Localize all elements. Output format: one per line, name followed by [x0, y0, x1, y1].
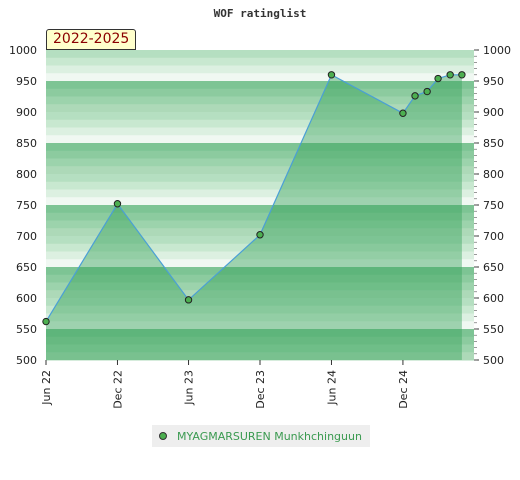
background-band — [46, 81, 474, 90]
background-band — [46, 112, 474, 121]
y-tick-label: 500 — [16, 354, 37, 367]
data-point — [434, 74, 442, 83]
background-band — [46, 119, 474, 128]
y-tick-label: 900 — [16, 106, 37, 119]
x-tick-label: Jun 23 — [183, 370, 196, 406]
background-band — [46, 150, 474, 159]
y-tick-label-right: 800 — [483, 168, 504, 181]
x-tick-label: Dec 23 — [254, 370, 267, 409]
background-band — [46, 50, 474, 59]
background-band — [46, 313, 474, 322]
y-tick-label-right: 900 — [483, 106, 504, 119]
data-point — [399, 109, 407, 117]
background-band — [46, 143, 474, 152]
y-tick-label: 700 — [16, 230, 37, 243]
background-band — [46, 189, 474, 198]
background-band — [46, 220, 474, 229]
background-band — [46, 305, 474, 314]
background-band — [46, 88, 474, 97]
background-band — [46, 274, 474, 283]
data-point — [256, 231, 264, 239]
background-band — [46, 321, 474, 330]
y-tick-label-right: 650 — [483, 261, 504, 274]
background-band — [46, 236, 474, 245]
y-tick-label-right: 1000 — [483, 44, 511, 57]
background-band — [46, 197, 474, 206]
background-band — [46, 251, 474, 260]
chart-title: WOF ratinglist — [214, 7, 307, 20]
x-tick-label: Dec 22 — [111, 370, 124, 409]
data-point — [42, 317, 50, 326]
background-band — [46, 243, 474, 252]
y-axis-left: 500 550 600 650 700 750 800 850 900 950 1000 — [9, 44, 37, 367]
background-bands — [46, 50, 474, 361]
data-point — [184, 296, 193, 304]
x-tick-label: Jun 24 — [325, 370, 338, 406]
data-point — [327, 71, 336, 79]
period-badge: 2022-2025 — [46, 29, 137, 50]
background-band — [46, 104, 474, 113]
background-band — [46, 352, 474, 361]
legend: MYAGMARSUREN Munkhchinguun — [152, 425, 370, 447]
background-band — [46, 336, 474, 345]
y-tick-label-right: 500 — [483, 354, 504, 367]
background-band — [46, 267, 474, 276]
background-band — [46, 57, 474, 66]
background-band — [46, 212, 474, 221]
y-tick-label: 850 — [16, 137, 37, 150]
background-band — [46, 127, 474, 136]
y-tick-label-right: 550 — [483, 323, 504, 336]
background-band — [46, 344, 474, 353]
background-band — [46, 298, 474, 307]
x-axis: Jun 22 Dec 22 Jun 23 Dec 23 Jun 24 Dec 24 — [40, 360, 410, 409]
background-band — [46, 329, 474, 338]
y-tick-label-right: 750 — [483, 199, 504, 212]
y-tick-label: 950 — [16, 75, 37, 88]
data-point — [458, 71, 466, 79]
y-tick-label-right: 850 — [483, 137, 504, 150]
background-band — [46, 282, 474, 291]
background-band — [46, 290, 474, 299]
rating-area — [46, 74, 462, 361]
y-tick-label: 650 — [16, 261, 37, 274]
y-tick-label: 550 — [16, 323, 37, 336]
background-band — [46, 205, 474, 214]
data-point — [423, 87, 431, 96]
y-tick-label: 800 — [16, 168, 37, 181]
background-band — [46, 174, 474, 183]
data-points — [42, 71, 466, 326]
x-tick-label: Dec 24 — [397, 370, 410, 409]
y-tick-label-right: 700 — [483, 230, 504, 243]
y-tick-label: 750 — [16, 199, 37, 212]
background-band — [46, 259, 474, 268]
background-band — [46, 181, 474, 190]
legend-marker-icon — [159, 432, 167, 440]
background-band — [46, 166, 474, 175]
data-point — [446, 71, 454, 79]
y-tick-label: 1000 — [9, 44, 37, 57]
background-band — [46, 65, 474, 74]
data-point — [411, 92, 419, 100]
x-tick-label: Jun 22 — [40, 370, 53, 406]
legend-label: MYAGMARSUREN Munkhchinguun — [177, 429, 362, 443]
y-axis-right: 500 550 600 650 700 750 800 850 900 950 1000 — [474, 44, 511, 367]
background-band — [46, 135, 474, 144]
y-tick-label: 600 — [16, 292, 37, 305]
background-band — [46, 73, 474, 82]
background-band — [46, 158, 474, 167]
y-tick-label-right: 600 — [483, 292, 504, 305]
background-band — [46, 96, 474, 105]
y-tick-label-right: 950 — [483, 75, 504, 88]
data-point — [113, 200, 122, 208]
